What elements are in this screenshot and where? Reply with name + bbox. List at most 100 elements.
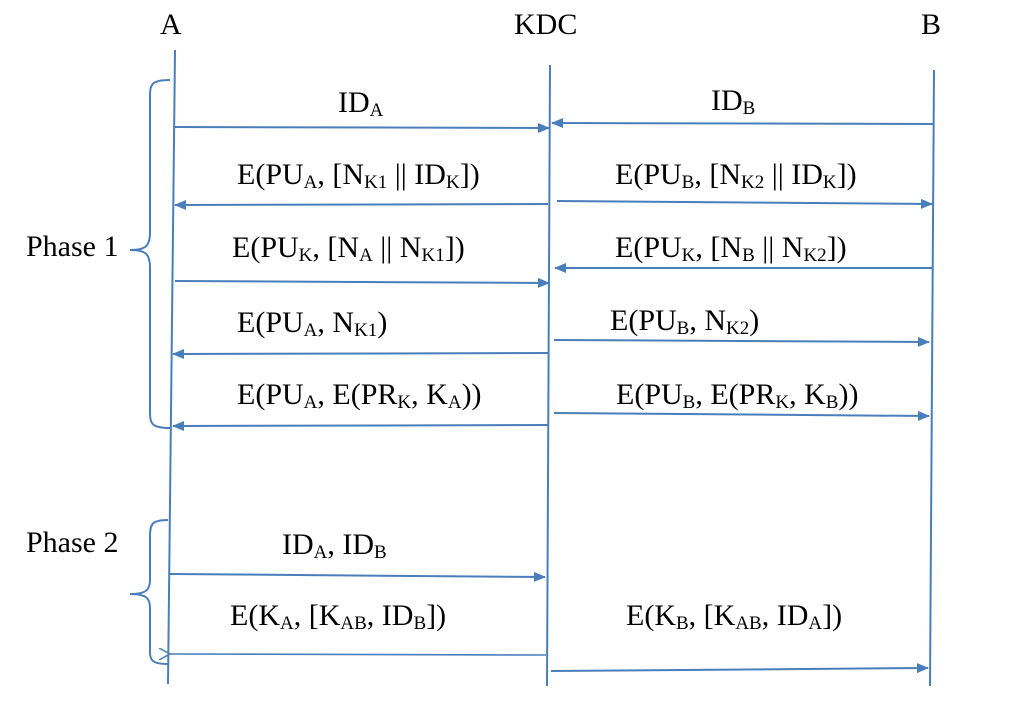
message-text: E(PU xyxy=(615,231,682,264)
message-subscript: K xyxy=(298,245,313,266)
arrow-kdc-to-a-session-key xyxy=(170,654,547,655)
message-text: , E(PR xyxy=(317,378,398,411)
message-text: E(K xyxy=(230,599,280,632)
message-subscript: A xyxy=(369,100,384,121)
arrow-id-b-to-kdc xyxy=(551,118,934,129)
message-text: , [K xyxy=(688,599,736,632)
participant-b-label: B xyxy=(921,8,942,41)
message-label: E(PUB, E(PRK, KB)) xyxy=(616,378,859,413)
lifeline-kdc xyxy=(546,64,551,687)
message-text: || ID xyxy=(764,158,823,191)
message-text: , N xyxy=(689,304,727,337)
participant-kdc-label: KDC xyxy=(514,8,578,41)
message-text: ) xyxy=(377,306,388,339)
message-text: , N xyxy=(317,306,355,339)
message-subscript: K2 xyxy=(726,318,750,339)
message-text: E(K xyxy=(626,599,676,632)
message-text: || ID xyxy=(387,158,446,191)
message-text: ID xyxy=(282,528,314,561)
message-text: E(PU xyxy=(610,304,677,337)
message-label: E(KB, [KAB, IDA]) xyxy=(626,599,843,634)
arrow-a-to-kdc-request xyxy=(169,571,546,582)
phase1-label: Phase 1 xyxy=(26,230,119,263)
message-label: IDA, IDB xyxy=(282,528,387,563)
message-subscript: B xyxy=(682,392,696,413)
phase2-label: Phase 2 xyxy=(26,526,119,559)
lifeline-b xyxy=(929,69,935,687)
message-subscript: AB xyxy=(340,613,367,634)
message-subscript: A xyxy=(303,172,318,193)
message-label: IDB xyxy=(711,84,756,119)
message-subscript: K2 xyxy=(741,172,765,193)
message-subscript: B xyxy=(676,318,690,339)
message-label: IDA xyxy=(338,86,384,121)
message-subscript: B xyxy=(825,392,839,413)
message-text: E(PU xyxy=(237,378,304,411)
arrow-kdc-to-b-nonce xyxy=(556,198,933,209)
message-subscript: AB xyxy=(735,613,762,634)
message-text: , E(PR xyxy=(695,378,776,411)
message-text: , ID xyxy=(761,599,809,632)
message-text: ]) xyxy=(822,599,843,632)
message-text: E(PU xyxy=(615,158,682,191)
arrow-kdc-to-a-nonce xyxy=(174,199,549,210)
message-subscript: K xyxy=(775,392,790,413)
message-subscript: A xyxy=(313,542,328,563)
message-subscript: B xyxy=(413,613,427,634)
arrow-id-a-to-kdc xyxy=(174,122,550,133)
arrow-a-to-kdc-nonces xyxy=(174,277,550,288)
message-subscript: K1 xyxy=(421,245,445,266)
arrow-kdc-to-b-master-key xyxy=(553,410,930,421)
message-text: ]) xyxy=(444,231,465,264)
message-label: E(PUA, NK1) xyxy=(237,306,388,341)
message-text: ]) xyxy=(826,231,847,264)
message-label: E(PUB, [NK2 || IDK]) xyxy=(615,158,857,193)
message-text: , [K xyxy=(293,599,341,632)
message-text: || N xyxy=(372,231,422,264)
message-subscript: K xyxy=(445,172,460,193)
message-text: , [N xyxy=(694,158,742,191)
message-text: , ID xyxy=(366,599,414,632)
message-text: ]) xyxy=(836,158,857,191)
message-label: E(PUA, E(PRK, KA)) xyxy=(237,378,482,413)
message-text: ID xyxy=(711,84,743,117)
message-subscript: A xyxy=(279,613,294,634)
message-subscript: K1 xyxy=(364,172,388,193)
message-subscript: B xyxy=(681,172,695,193)
message-text: , K xyxy=(789,378,826,411)
phase1-brace xyxy=(129,79,171,429)
message-subscript: A xyxy=(303,320,318,341)
message-text: || N xyxy=(754,231,804,264)
message-subscript: B xyxy=(675,613,689,634)
message-subscript: K xyxy=(822,172,837,193)
message-subscript: B xyxy=(374,542,387,563)
message-subscript: A xyxy=(303,392,318,413)
message-text: ]) xyxy=(459,158,480,191)
message-subscript: A xyxy=(808,613,823,634)
message-subscript: K2 xyxy=(803,245,827,266)
participant-a-label: A xyxy=(160,8,182,41)
arrow-kdc-to-b-confirm xyxy=(553,336,930,347)
message-text: , ID xyxy=(327,528,375,561)
arrow-kdc-to-a-master-key xyxy=(172,420,549,431)
message-text: ID xyxy=(338,86,370,119)
message-text: , [N xyxy=(312,231,360,264)
message-text: , K xyxy=(411,378,448,411)
message-label: E(KA, [KAB, IDB]) xyxy=(230,599,447,634)
message-subscript: A xyxy=(359,245,373,266)
message-text: )) xyxy=(838,378,859,411)
message-subscript: K1 xyxy=(354,320,378,341)
message-text: ]) xyxy=(426,599,447,632)
message-subscript: B xyxy=(742,245,755,266)
message-label: E(PUB, NK2) xyxy=(610,304,760,339)
message-text: ) xyxy=(749,304,760,337)
arrow-kdc-to-b-session-key xyxy=(550,663,929,674)
arrow-kdc-to-a-confirm xyxy=(172,348,549,359)
message-subscript: B xyxy=(742,98,756,119)
message-subscript: K xyxy=(681,245,696,266)
lifeline-a xyxy=(167,49,176,685)
message-label: E(PUA, [NK1 || IDK]) xyxy=(237,158,480,193)
message-text: E(PU xyxy=(616,378,683,411)
